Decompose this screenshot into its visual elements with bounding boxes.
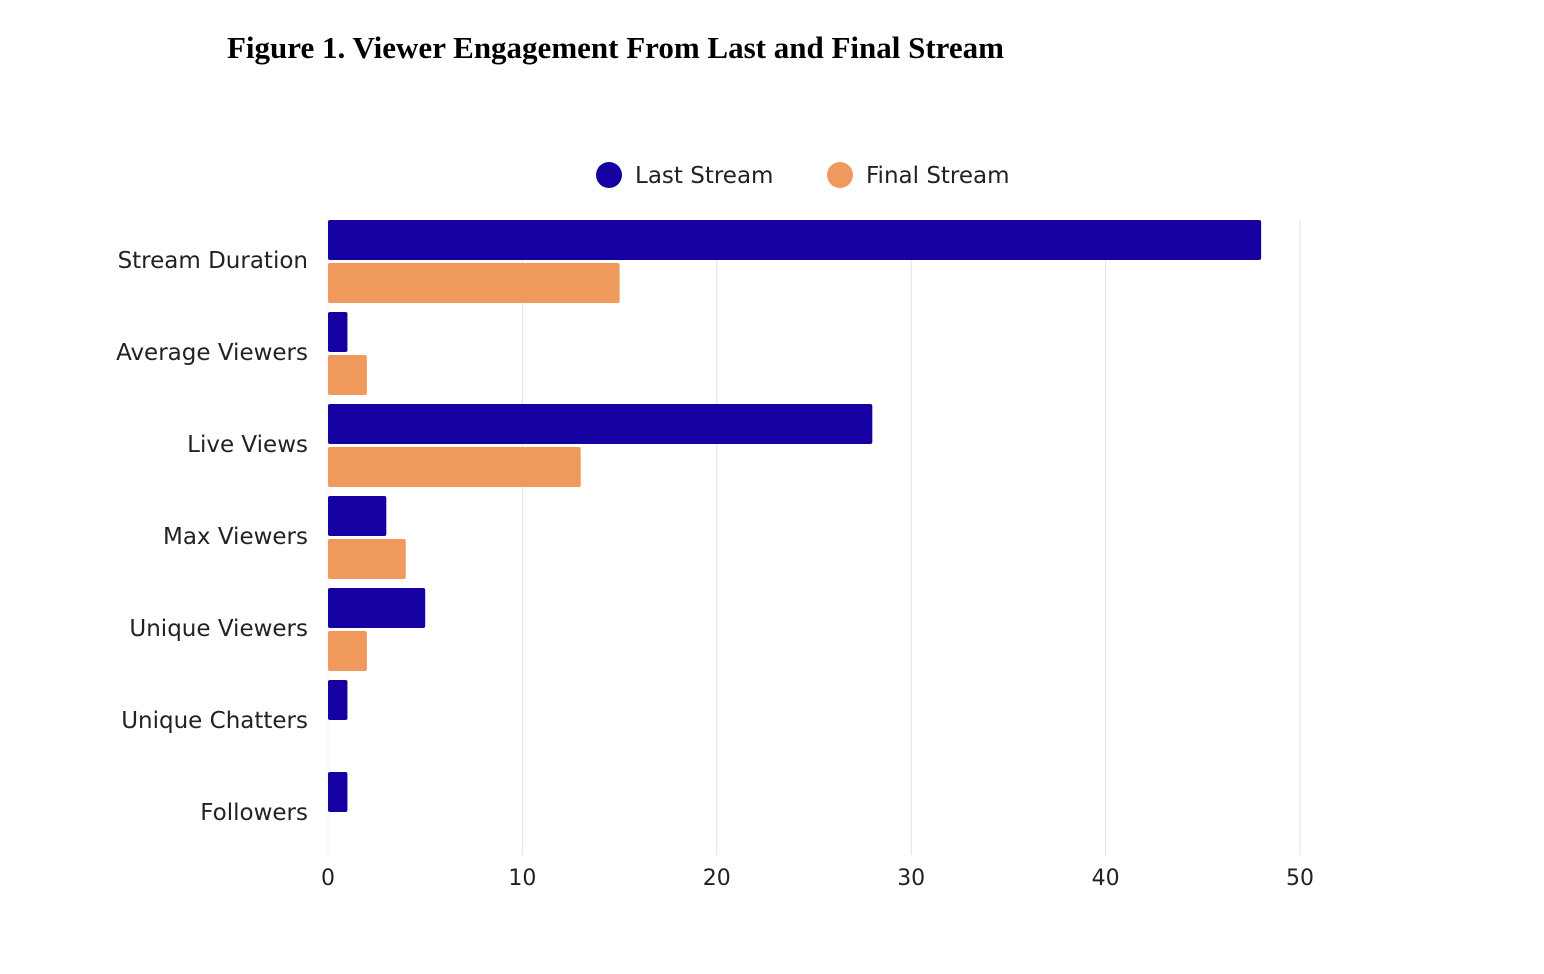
- category-label: Average Viewers: [116, 340, 308, 366]
- bar-last-stream: [328, 404, 873, 444]
- figure-title: Figure 1. Viewer Engagement From Last an…: [227, 30, 1004, 65]
- bar-last-stream: [328, 588, 426, 628]
- bar-final-stream: [328, 447, 581, 487]
- legend-marker: [596, 162, 622, 188]
- bar-last-stream: [328, 496, 387, 536]
- legend-marker: [827, 162, 853, 188]
- x-tick-label: 0: [321, 866, 335, 891]
- x-tick-label: 50: [1286, 866, 1314, 891]
- category-label: Max Viewers: [163, 524, 308, 550]
- bar-final-stream: [328, 631, 367, 671]
- bar-last-stream: [328, 220, 1262, 260]
- x-tick-label: 20: [703, 866, 731, 891]
- bar-last-stream: [328, 680, 348, 720]
- category-label: Stream Duration: [118, 248, 308, 274]
- bar-final-stream: [328, 355, 367, 395]
- x-tick-label: 40: [1092, 866, 1120, 891]
- category-label: Live Views: [187, 432, 308, 458]
- bar-last-stream: [328, 772, 348, 812]
- x-tick-label: 30: [897, 866, 925, 891]
- legend-label: Last Stream: [635, 163, 773, 189]
- x-tick-label: 10: [508, 866, 536, 891]
- category-label: Unique Viewers: [129, 616, 308, 642]
- category-label: Followers: [200, 800, 308, 826]
- category-label: Unique Chatters: [121, 708, 308, 734]
- bar-final-stream: [328, 539, 406, 579]
- bar-final-stream: [328, 263, 620, 303]
- legend-label: Final Stream: [866, 163, 1010, 189]
- bar-last-stream: [328, 312, 348, 352]
